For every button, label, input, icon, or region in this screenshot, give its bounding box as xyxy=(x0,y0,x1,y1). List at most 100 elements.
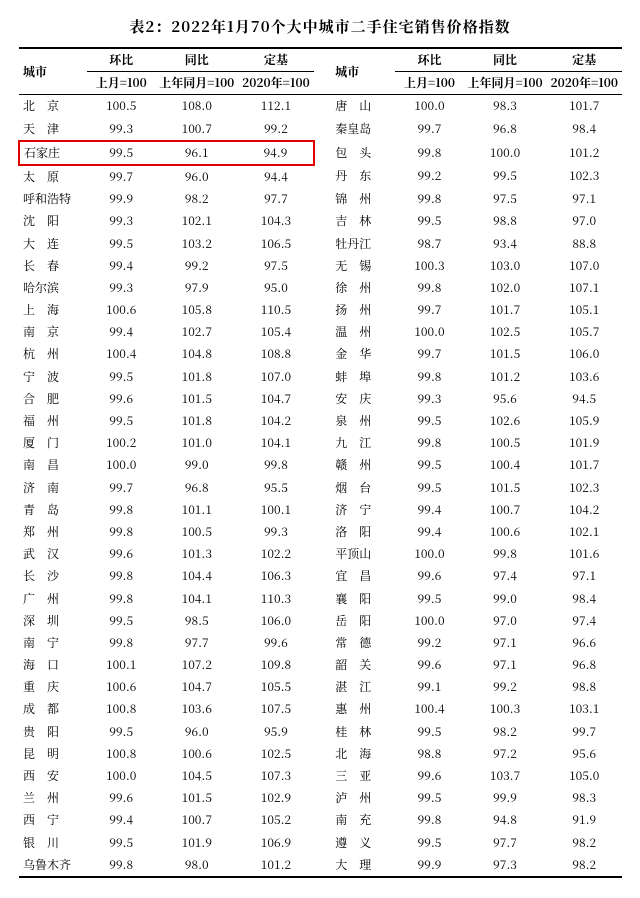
city-cell: 三 亚 xyxy=(327,765,395,787)
table-row: 北 京100.5108.0112.1唐 山100.098.3101.7 xyxy=(19,95,622,118)
value-cell: 98.2 xyxy=(547,832,623,854)
value-cell: 106.5 xyxy=(238,233,313,255)
value-cell: 98.4 xyxy=(547,118,623,141)
value-cell: 94.5 xyxy=(547,388,623,410)
value-cell: 105.9 xyxy=(547,410,623,432)
value-cell: 99.3 xyxy=(238,521,313,543)
city-cell: 徐 州 xyxy=(327,277,395,299)
value-cell: 99.6 xyxy=(395,565,463,587)
value-cell: 102.1 xyxy=(547,521,623,543)
col-mom-sub-left: 上月=100 xyxy=(87,72,155,95)
value-cell: 99.8 xyxy=(395,277,463,299)
value-cell: 99.7 xyxy=(87,477,155,499)
value-cell: 100.6 xyxy=(87,299,155,321)
city-cell: 西 安 xyxy=(19,765,87,787)
city-cell: 常 德 xyxy=(327,632,395,654)
value-cell: 99.5 xyxy=(464,165,547,188)
city-cell: 赣 州 xyxy=(327,454,395,476)
table-title: 表2：2022年1月70个大中城市二手住宅销售价格指数 xyxy=(18,16,622,37)
value-cell: 100.4 xyxy=(395,698,463,720)
value-cell: 100.7 xyxy=(155,118,238,141)
table-row: 合 肥99.6101.5104.7安 庆99.395.694.5 xyxy=(19,388,622,410)
city-cell: 南 充 xyxy=(327,809,395,831)
value-cell: 100.1 xyxy=(87,654,155,676)
value-cell: 100.0 xyxy=(464,141,547,165)
value-cell: 112.1 xyxy=(238,95,313,118)
value-cell: 99.9 xyxy=(395,854,463,877)
value-cell: 97.5 xyxy=(464,188,547,210)
value-cell: 104.8 xyxy=(155,343,238,365)
value-cell: 94.9 xyxy=(238,141,313,165)
value-cell: 99.6 xyxy=(395,765,463,787)
value-cell: 99.9 xyxy=(464,787,547,809)
city-cell: 平顶山 xyxy=(327,543,395,565)
value-cell: 102.1 xyxy=(155,210,238,232)
value-cell: 100.1 xyxy=(238,499,313,521)
value-cell: 97.2 xyxy=(464,743,547,765)
value-cell: 106.0 xyxy=(547,343,623,365)
city-cell: 北 京 xyxy=(19,95,87,118)
table-row: 西 宁99.4100.7105.2南 充99.894.891.9 xyxy=(19,809,622,831)
value-cell: 100.5 xyxy=(87,95,155,118)
value-cell: 110.5 xyxy=(238,299,313,321)
value-cell: 106.3 xyxy=(238,565,313,587)
value-cell: 99.8 xyxy=(238,454,313,476)
value-cell: 101.2 xyxy=(238,854,313,877)
city-cell: 银 川 xyxy=(19,832,87,854)
value-cell: 99.5 xyxy=(87,141,155,165)
value-cell: 98.2 xyxy=(547,854,623,877)
city-cell: 包 头 xyxy=(327,141,395,165)
value-cell: 97.4 xyxy=(464,565,547,587)
city-cell: 蚌 埠 xyxy=(327,366,395,388)
city-cell: 洛 阳 xyxy=(327,521,395,543)
value-cell: 100.2 xyxy=(87,432,155,454)
table-row: 上 海100.6105.8110.5扬 州99.7101.7105.1 xyxy=(19,299,622,321)
value-cell: 100.0 xyxy=(87,454,155,476)
value-cell: 99.3 xyxy=(87,277,155,299)
value-cell: 103.2 xyxy=(155,233,238,255)
value-cell: 98.7 xyxy=(395,233,463,255)
city-cell: 宁 波 xyxy=(19,366,87,388)
value-cell: 95.0 xyxy=(238,277,313,299)
value-cell: 100.4 xyxy=(464,454,547,476)
table-row: 武 汉99.6101.3102.2平顶山100.099.8101.6 xyxy=(19,543,622,565)
value-cell: 93.4 xyxy=(464,233,547,255)
value-cell: 98.0 xyxy=(155,854,238,877)
value-cell: 102.2 xyxy=(238,543,313,565)
value-cell: 97.4 xyxy=(547,610,623,632)
value-cell: 95.6 xyxy=(464,388,547,410)
value-cell: 101.9 xyxy=(155,832,238,854)
col-yoy-sub-left: 上年同月=100 xyxy=(155,72,238,95)
value-cell: 99.2 xyxy=(464,676,547,698)
city-cell: 无 锡 xyxy=(327,255,395,277)
city-cell: 锦 州 xyxy=(327,188,395,210)
value-cell: 108.8 xyxy=(238,343,313,365)
col-base-sub-left: 2020年=100 xyxy=(238,72,313,95)
city-cell: 襄 阳 xyxy=(327,588,395,610)
value-cell: 105.4 xyxy=(238,321,313,343)
value-cell: 101.2 xyxy=(464,366,547,388)
value-cell: 100.6 xyxy=(155,743,238,765)
value-cell: 99.8 xyxy=(87,588,155,610)
value-cell: 99.8 xyxy=(87,632,155,654)
value-cell: 101.7 xyxy=(547,95,623,118)
table-row: 重 庆100.6104.7105.5湛 江99.199.298.8 xyxy=(19,676,622,698)
value-cell: 100.0 xyxy=(395,610,463,632)
table-row: 郑 州99.8100.599.3洛 阳99.4100.6102.1 xyxy=(19,521,622,543)
value-cell: 97.7 xyxy=(464,832,547,854)
value-cell: 99.2 xyxy=(395,165,463,188)
value-cell: 95.6 xyxy=(547,743,623,765)
value-cell: 103.6 xyxy=(155,698,238,720)
city-cell: 秦皇岛 xyxy=(327,118,395,141)
table-row: 青 岛99.8101.1100.1济 宁99.4100.7104.2 xyxy=(19,499,622,521)
value-cell: 99.7 xyxy=(395,118,463,141)
city-cell: 惠 州 xyxy=(327,698,395,720)
value-cell: 99.5 xyxy=(87,366,155,388)
city-cell: 桂 林 xyxy=(327,721,395,743)
table-row: 石家庄99.596.194.9包 头99.8100.0101.2 xyxy=(19,141,622,165)
value-cell: 99.8 xyxy=(87,521,155,543)
value-cell: 99.7 xyxy=(87,165,155,188)
table-body: 北 京100.5108.0112.1唐 山100.098.3101.7天 津99… xyxy=(19,95,622,877)
value-cell: 96.0 xyxy=(155,165,238,188)
value-cell: 100.3 xyxy=(395,255,463,277)
